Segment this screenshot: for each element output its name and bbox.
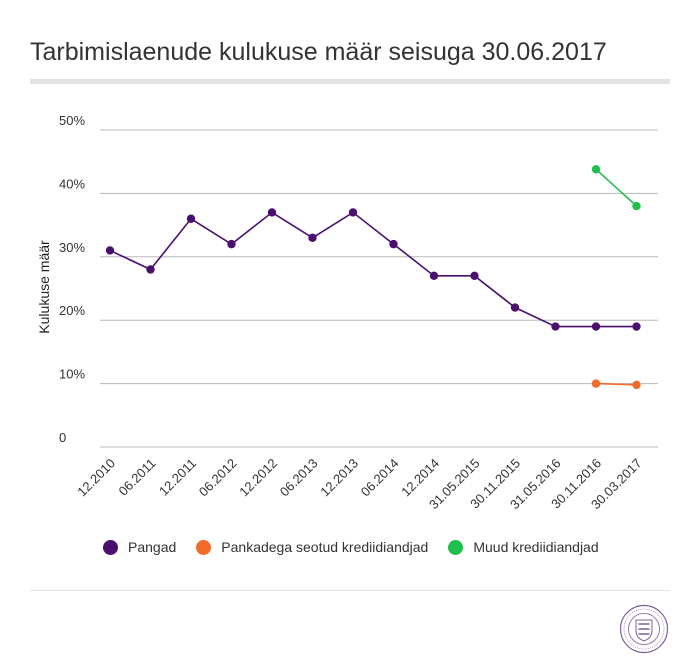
point-pangad-12.2014[interactable] bbox=[429, 271, 439, 281]
seal-logo-icon bbox=[619, 604, 669, 654]
y-tick-30: 30% bbox=[59, 240, 85, 255]
x-tick-06.2014: 06.2014 bbox=[358, 456, 402, 500]
y-tick-40: 40% bbox=[59, 176, 85, 191]
point-pangad-06.2014[interactable] bbox=[389, 239, 398, 249]
point-pangad-12.2010[interactable] bbox=[105, 246, 115, 255]
point-pankadega-seotud-krediidiandjad-30.03.2017[interactable] bbox=[632, 380, 641, 390]
series-line-pangad bbox=[109, 211, 637, 328]
point-muud-krediidiandjad-30.11.2016[interactable] bbox=[591, 165, 601, 174]
point-pangad-12.2012[interactable] bbox=[267, 208, 277, 217]
point-pangad-30.11.2016[interactable] bbox=[591, 322, 601, 331]
series-lines bbox=[109, 168, 638, 386]
series-line-pankadega-seotud-krediidiandjad bbox=[595, 382, 637, 386]
x-tick-12.2012: 12.2012 bbox=[236, 456, 280, 500]
gridlines bbox=[100, 129, 658, 448]
legend-dot-pankadega-seotud bbox=[196, 539, 212, 555]
point-pangad-06.2012[interactable] bbox=[227, 239, 236, 249]
title-divider bbox=[30, 79, 670, 84]
line-chart: 010%20%30%40%50% 12.201006.201112.201106… bbox=[36, 113, 658, 513]
x-tick-06.2011: 06.2011 bbox=[115, 456, 158, 499]
x-tick-06.2012: 06.2012 bbox=[196, 456, 240, 500]
point-pangad-12.2013[interactable] bbox=[348, 208, 358, 217]
x-tick-12.2013: 12.2013 bbox=[317, 456, 361, 500]
y-tick-labels: 0 10% 20% 30% 40% 50% bbox=[59, 113, 85, 445]
series-line-muud-krediidiandjad bbox=[595, 168, 638, 207]
legend-label-muud: Muud krediidiandjad bbox=[473, 539, 599, 555]
chart-title: Tarbimislaenude kulukuse määr seisuga 30… bbox=[30, 38, 607, 66]
point-pangad-30.03.2017[interactable] bbox=[632, 322, 641, 331]
legend-item-pangad[interactable]: Pangad bbox=[103, 539, 176, 555]
y-axis-title: Kulukuse määr bbox=[36, 240, 52, 334]
point-pankadega-seotud-krediidiandjad-30.11.2016[interactable] bbox=[591, 379, 601, 388]
legend: Pangad Pankadega seotud krediidiandjad M… bbox=[103, 539, 619, 555]
footer-divider bbox=[30, 590, 670, 591]
x-tick-06.2013: 06.2013 bbox=[277, 456, 321, 500]
y-tick-10: 10% bbox=[59, 367, 85, 382]
series-points bbox=[105, 165, 641, 390]
x-tick-12.2011: 12.2011 bbox=[156, 456, 199, 499]
point-muud-krediidiandjad-30.03.2017[interactable] bbox=[632, 201, 641, 211]
legend-item-pankadega-seotud[interactable]: Pankadega seotud krediidiandjad bbox=[196, 539, 428, 555]
legend-item-muud[interactable]: Muud krediidiandjad bbox=[448, 539, 599, 555]
legend-label-pangad: Pangad bbox=[128, 539, 177, 555]
x-tick-labels: 12.201006.201112.201106.201212.201206.20… bbox=[74, 456, 644, 513]
point-pangad-06.2013[interactable] bbox=[308, 233, 317, 242]
y-tick-0: 0 bbox=[59, 430, 66, 445]
x-tick-12.2010: 12.2010 bbox=[74, 456, 118, 500]
legend-dot-muud bbox=[448, 539, 464, 555]
point-pangad-30.11.2015[interactable] bbox=[510, 303, 520, 312]
point-pangad-06.2011[interactable] bbox=[146, 265, 155, 274]
y-tick-20: 20% bbox=[59, 303, 85, 318]
point-pangad-12.2011[interactable] bbox=[186, 214, 196, 223]
point-pangad-31.05.2016[interactable] bbox=[551, 322, 560, 331]
legend-label-pankadega-seotud: Pankadega seotud krediidiandjad bbox=[221, 539, 429, 555]
y-tick-50: 50% bbox=[59, 113, 85, 128]
point-pangad-31.05.2015[interactable] bbox=[470, 271, 479, 281]
legend-dot-pangad bbox=[103, 539, 118, 555]
